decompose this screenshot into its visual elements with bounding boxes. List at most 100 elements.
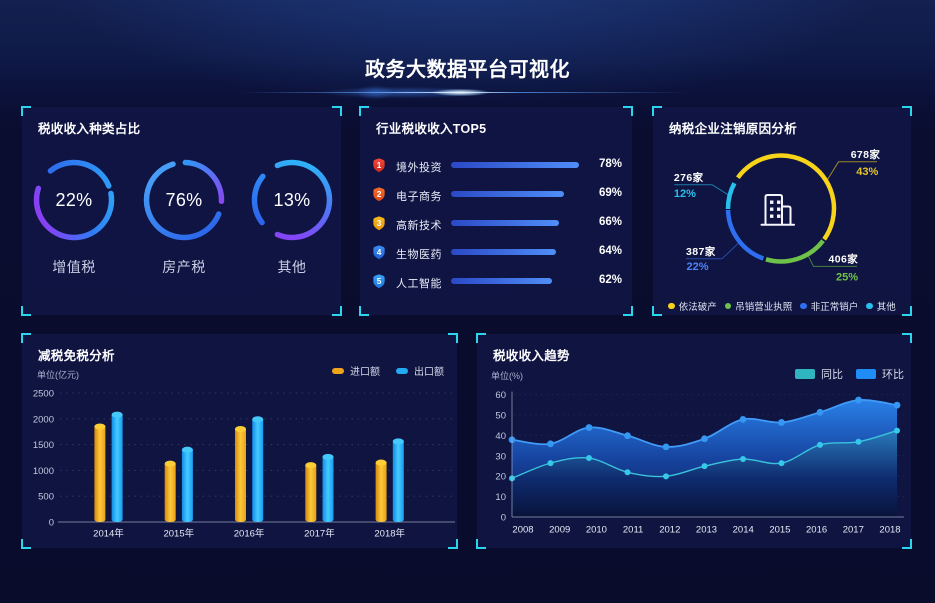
legend-item[interactable]: 非正常销户 (800, 299, 858, 313)
segment-count: 387家 (686, 245, 716, 258)
data-point-同比 (547, 460, 554, 467)
industry-percent: 62% (598, 274, 622, 286)
industry-percent: 69% (598, 187, 622, 199)
x-axis-tick-label: 2017 (843, 525, 864, 536)
donut-legend: 依法破产 吊销营业执照 非正常销户 其他 (653, 299, 911, 313)
x-axis-tick-label: 2017年 (304, 528, 335, 540)
segment-percent: 22% (687, 261, 709, 273)
bar-cap (392, 438, 404, 445)
legend-label: 出口额 (414, 367, 444, 378)
svg-text:3: 3 (377, 218, 382, 228)
industry-percent: 78% (598, 158, 622, 170)
ring-charts (33, 159, 333, 241)
legend-item[interactable]: 依法破产 (668, 299, 717, 313)
y-axis-tick-label: 1000 (33, 466, 54, 477)
panel-tax-relief: 减税免税分析 单位(亿元) 进口额 出口额 0 500 1000 1500 2000 250… (21, 333, 458, 549)
industry-percent: 64% (598, 245, 622, 257)
legend-label: 其他 (876, 302, 896, 313)
segment-percent: 43% (856, 166, 878, 178)
rank-badge-icon: 4 (373, 245, 385, 265)
legend-item[interactable]: 出口额 (396, 363, 444, 378)
bar-出口额 (392, 441, 404, 522)
y-axis-tick-label: 2500 (33, 389, 54, 400)
legend-item[interactable]: 环比 (856, 366, 904, 382)
y-axis-tick-label: 20 (495, 472, 506, 483)
top5-row: 2 电子商务 69% (372, 183, 622, 205)
corner-bracket-icon (476, 539, 486, 549)
bar-cap (305, 462, 317, 469)
ring-arc (47, 159, 112, 189)
area-chart: 0 10 20 30 40 50 60 2008 2009 2010 2011 2012 2013 201… (495, 390, 904, 536)
bar-进口额 (164, 463, 176, 522)
x-axis-tick-label: 2018 (879, 525, 900, 536)
panel-deregistration-reasons: 纳税企业注销原因分析 678家 43% 406家 25% 387家 22% 276家 12% … (652, 106, 912, 316)
bar-cap (235, 426, 246, 433)
x-axis-tick-label: 2008 (512, 525, 533, 536)
ring-category-label: 房产税 (162, 259, 206, 275)
legend-item[interactable]: 进口额 (332, 363, 380, 378)
ring-arc (33, 185, 115, 241)
ring-percent-value: 13% (273, 190, 311, 210)
x-axis-tick-label: 2015年 (163, 528, 194, 540)
donut-segment (765, 239, 825, 264)
corner-bracket-icon (902, 106, 912, 116)
ring-arc (182, 159, 225, 205)
svg-text:2: 2 (377, 189, 382, 199)
rank-badge-icon: 5 (373, 274, 385, 294)
data-point-同比 (740, 456, 746, 463)
svg-text:4: 4 (377, 247, 382, 257)
legend-label: 依法破产 (678, 302, 717, 313)
legend-swatch-icon (856, 369, 876, 379)
industry-label: 人工智能 (396, 278, 442, 290)
legend-label: 非正常销户 (810, 302, 859, 313)
data-point-环比 (585, 424, 593, 431)
callout-line (686, 241, 741, 260)
panel-title: 税收收入趋势 (493, 349, 570, 363)
building-icon (760, 194, 795, 226)
corner-bracket-icon (21, 539, 31, 549)
donut-segment (725, 182, 737, 210)
legend-swatch-icon (795, 369, 815, 379)
data-point-环比 (893, 401, 901, 409)
y-axis-tick-label: 40 (495, 431, 506, 442)
x-axis-tick-label: 2015 (769, 525, 790, 536)
corner-bracket-icon (476, 333, 486, 343)
industry-percent: 66% (598, 216, 622, 228)
y-axis-tick-label: 500 (38, 492, 54, 503)
bar-出口额 (252, 419, 264, 522)
legend-dot-icon (866, 302, 873, 310)
segment-percent: 25% (836, 272, 858, 284)
industry-bar (451, 220, 559, 226)
x-axis-tick-label: 2013 (696, 525, 717, 536)
data-point-环比 (662, 443, 670, 451)
legend-label: 环比 (882, 369, 904, 381)
corner-bracket-icon (623, 106, 633, 116)
x-axis-tick-label: 2016 (806, 525, 827, 536)
grouped-bar-chart: 0 500 1000 1500 2000 2500 2014年 2015年 2016年 2017年… (33, 389, 455, 540)
data-point-环比 (816, 408, 824, 416)
legend-swatch-icon (332, 367, 344, 374)
x-axis-tick-label: 2011 (623, 525, 643, 536)
data-point-环比 (855, 396, 862, 404)
x-axis-tick-label: 2010 (586, 525, 607, 536)
segment-count: 678家 (851, 148, 881, 161)
bar-进口额 (305, 465, 317, 522)
bar-进口额 (235, 429, 246, 522)
corner-bracket-icon (652, 106, 662, 116)
corner-bracket-icon (448, 539, 458, 549)
legend-item[interactable]: 同比 (795, 366, 843, 382)
header-glow-line (240, 84, 690, 100)
bar-cap (375, 459, 387, 466)
legend-item[interactable]: 吊销营业执照 (724, 299, 792, 313)
industry-bar (451, 249, 556, 255)
y-axis-tick-label: 30 (495, 451, 506, 462)
legend-swatch-icon (396, 367, 408, 374)
corner-bracket-icon (359, 306, 369, 316)
bar-cap (181, 446, 193, 453)
top5-row: 4 生物医药 64% (372, 241, 622, 263)
ring-percent-value: 22% (55, 190, 93, 210)
legend-item[interactable]: 其他 (866, 299, 896, 313)
bar-出口额 (111, 414, 123, 522)
bar-cap (164, 460, 176, 467)
area-同比 (512, 430, 897, 517)
